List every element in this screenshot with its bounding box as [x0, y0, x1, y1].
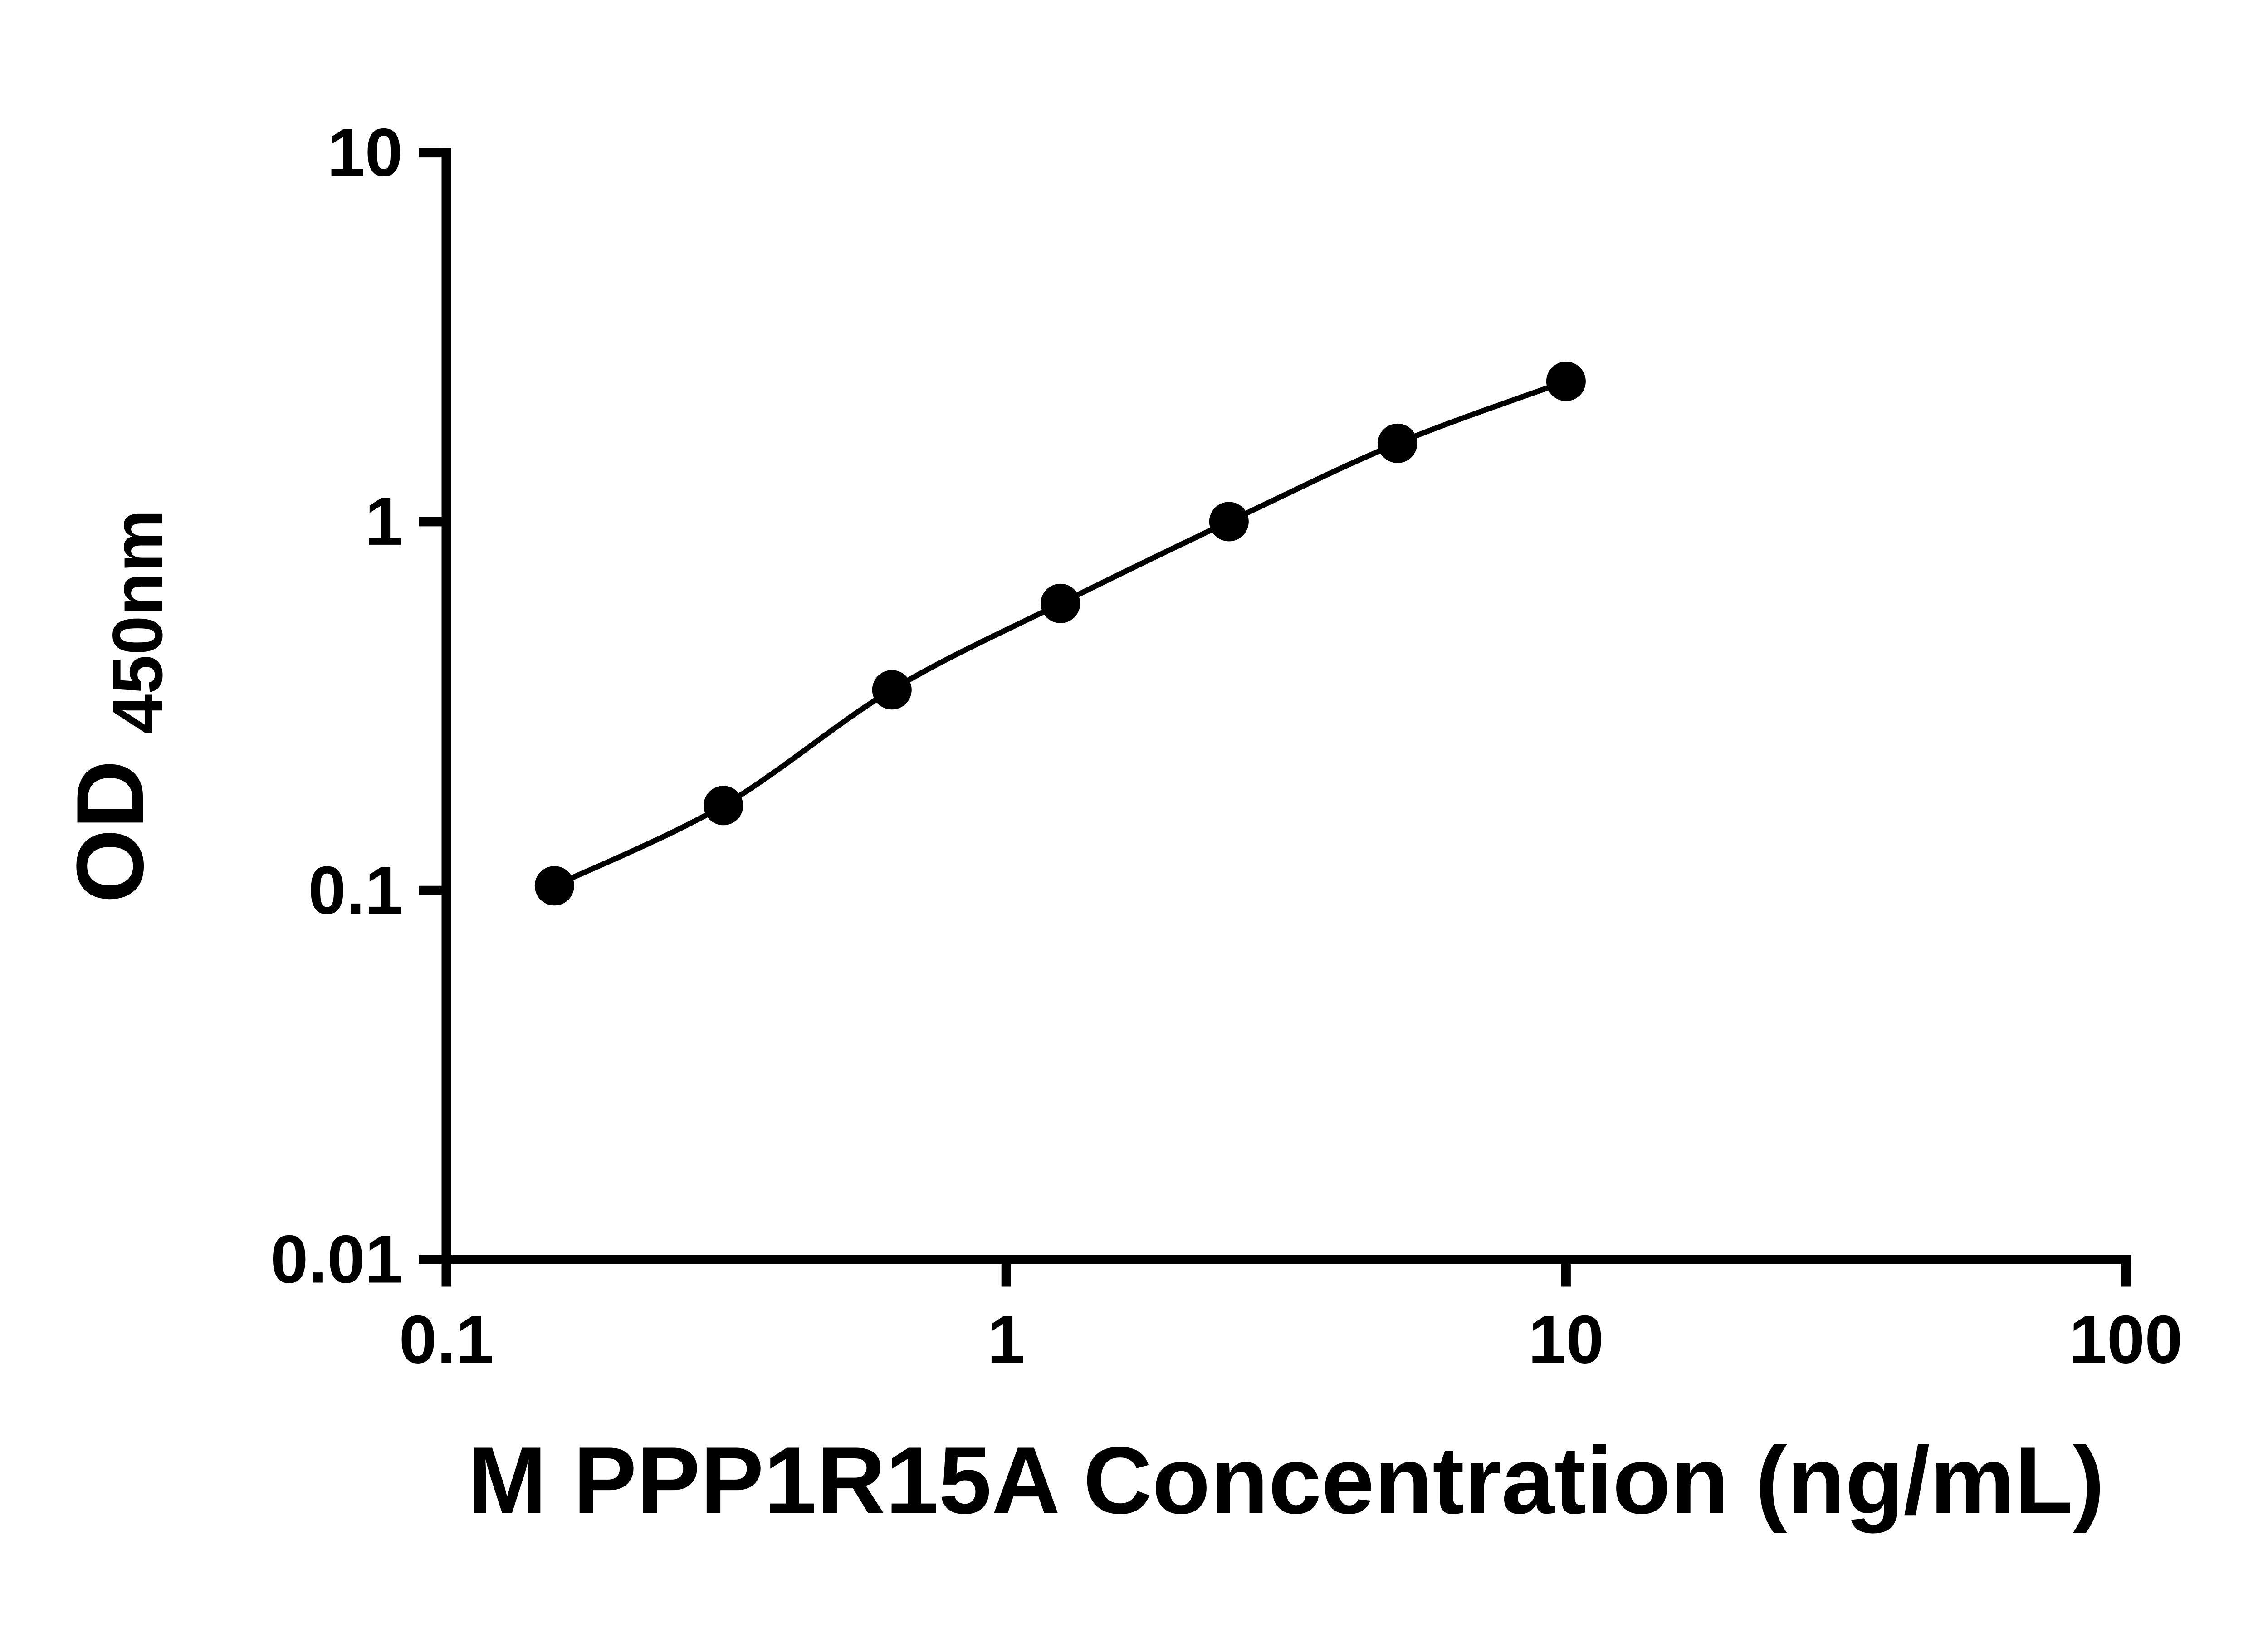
data-point: [1209, 502, 1249, 542]
data-point: [704, 786, 743, 826]
x-tick-label: 100: [2069, 1301, 2182, 1378]
y-tick-label: 1: [365, 483, 403, 559]
y-axis-title-subscript: 450nm: [98, 509, 177, 733]
data-point: [872, 670, 912, 710]
x-axis-ticks: 0.1 1 10 100: [399, 1259, 2183, 1378]
y-axis-ticks: 0.01 0.1 1 10: [270, 114, 446, 1297]
data-point: [534, 866, 574, 906]
x-tick-label: 0.1: [399, 1301, 494, 1378]
data-point: [1546, 362, 1586, 401]
data-point: [1041, 583, 1080, 623]
data-series: [534, 362, 1586, 906]
y-axis-title: OD 450nm: [57, 509, 177, 903]
y-tick-label: 0.01: [270, 1221, 403, 1297]
y-axis-title-main: OD: [57, 760, 163, 903]
x-axis-title: M PPP1R15A Concentration (ng/mL): [467, 1427, 2104, 1534]
x-tick-label: 1: [987, 1301, 1025, 1378]
y-tick-label: 10: [327, 114, 403, 191]
x-tick-label: 10: [1528, 1301, 1604, 1378]
data-point: [1378, 423, 1418, 463]
y-tick-label: 0.1: [308, 852, 403, 928]
axes: [441, 148, 2131, 1264]
